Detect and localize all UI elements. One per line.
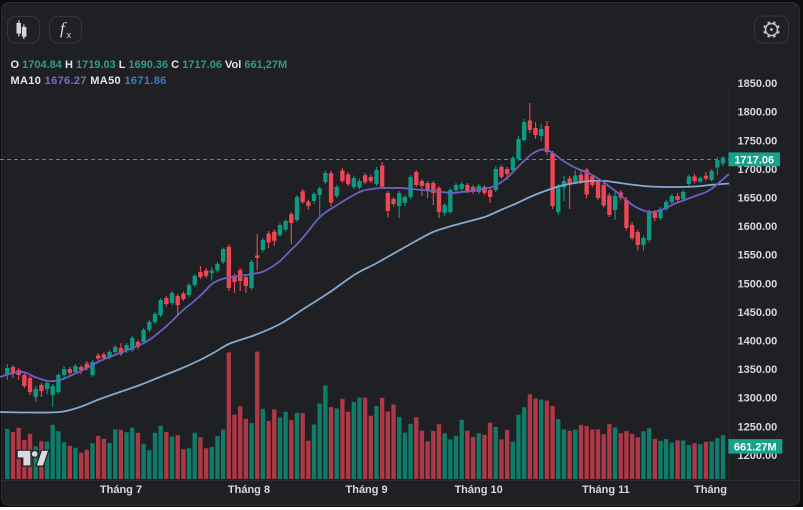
- svg-text:1700.00: 1700.00: [738, 164, 778, 176]
- svg-text:1650.00: 1650.00: [738, 193, 778, 205]
- svg-text:Tháng 9: Tháng 9: [346, 484, 388, 496]
- svg-text:1550.00: 1550.00: [738, 250, 778, 262]
- svg-text:Tháng 10: Tháng 10: [454, 484, 502, 496]
- svg-text:Tháng 7: Tháng 7: [100, 484, 142, 496]
- svg-text:O 1704.84 H 1719.03 L 1690.36: O 1704.84 H 1719.03 L 1690.36 C 1717.06 …: [11, 59, 288, 71]
- svg-text:MA10 1676.27 MA50 1671.86: MA10 1676.27 MA50 1671.86: [11, 75, 167, 87]
- svg-text:1600.00: 1600.00: [738, 221, 778, 233]
- svg-text:1450.00: 1450.00: [738, 307, 778, 319]
- svg-text:1800.00: 1800.00: [738, 107, 778, 119]
- svg-text:661.27M: 661.27M: [734, 441, 777, 453]
- svg-text:1717.06: 1717.06: [734, 154, 774, 166]
- svg-text:Tháng: Tháng: [694, 484, 727, 496]
- svg-text:1850.00: 1850.00: [738, 78, 778, 90]
- svg-text:1250.00: 1250.00: [738, 421, 778, 433]
- svg-text:Tháng 8: Tháng 8: [228, 484, 270, 496]
- svg-text:1750.00: 1750.00: [738, 135, 778, 147]
- svg-text:1300.00: 1300.00: [738, 393, 778, 405]
- svg-text:x: x: [67, 30, 72, 41]
- svg-text:1350.00: 1350.00: [738, 364, 778, 376]
- svg-text:f: f: [60, 19, 67, 38]
- svg-text:1500.00: 1500.00: [738, 278, 778, 290]
- svg-text:Tháng 11: Tháng 11: [582, 484, 630, 496]
- svg-text:1400.00: 1400.00: [738, 336, 778, 348]
